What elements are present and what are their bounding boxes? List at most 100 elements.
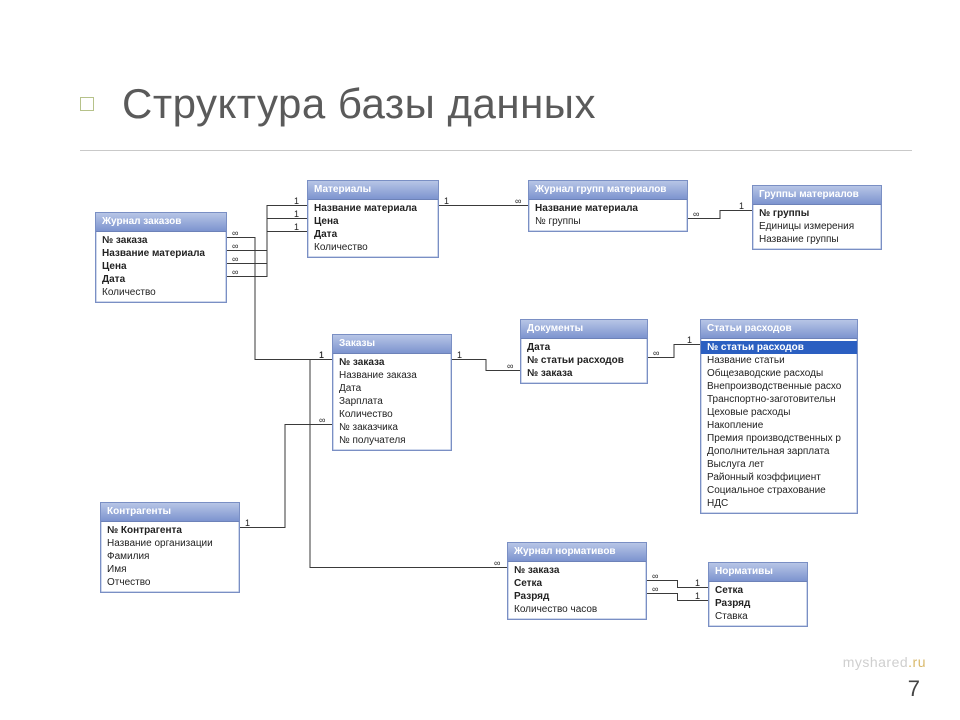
entity-body: № группыЕдиницы измеренияНазвание группы <box>753 205 881 249</box>
edge-label: ∞ <box>319 415 325 425</box>
edge-label: ∞ <box>515 196 521 206</box>
entity-field: Отчество <box>101 576 239 589</box>
entity-field: Внепроизводственные расхо <box>701 380 857 393</box>
entity-field: Премия производственных р <box>701 432 857 445</box>
title-rule <box>80 150 912 151</box>
entity-gruppy: Группы материалов№ группыЕдиницы измерен… <box>752 185 882 250</box>
entity-body: № заказаНазвание материалаЦенаДатаКоличе… <box>96 232 226 302</box>
entity-header: Нормативы <box>709 563 807 582</box>
entity-field: № заказа <box>96 234 226 247</box>
entity-field: Дополнительная зарплата <box>701 445 857 458</box>
entity-field: Цена <box>308 215 438 228</box>
entity-body: Дата№ статьи расходов№ заказа <box>521 339 647 383</box>
entity-field: Дата <box>521 341 647 354</box>
entity-body: СеткаРазрядСтавка <box>709 582 807 626</box>
slide-title-row: Структура базы данных <box>80 80 900 128</box>
entity-normativy: НормативыСеткаРазрядСтавка <box>708 562 808 627</box>
entity-field: № группы <box>753 207 881 220</box>
entity-field: № статьи расходов <box>701 341 857 354</box>
entity-field: Единицы измерения <box>753 220 881 233</box>
entity-body: Название материалаЦенаДатаКоличество <box>308 200 438 257</box>
edge-label: ∞ <box>494 558 500 568</box>
entity-field: Накопление <box>701 419 857 432</box>
entity-header: Контрагенты <box>101 503 239 522</box>
edge-label: ∞ <box>652 584 658 594</box>
entity-field: Сетка <box>709 584 807 597</box>
entity-field: № заказа <box>508 564 646 577</box>
edge-label: ∞ <box>232 254 238 264</box>
entity-field: Название группы <box>753 233 881 246</box>
entity-materialy: МатериалыНазвание материалаЦенаДатаКолич… <box>307 180 439 258</box>
edge-label: 1 <box>294 209 299 219</box>
entity-body: № статьи расходовНазвание статьиОбщезаво… <box>701 339 857 513</box>
entity-field: Количество <box>308 241 438 254</box>
entity-field: Количество часов <box>508 603 646 616</box>
entity-body: № заказаСеткаРазрядКоличество часов <box>508 562 646 619</box>
edge-label: ∞ <box>507 361 513 371</box>
entity-field: Социальное страхование <box>701 484 857 497</box>
entity-zhurnal_zakazov: Журнал заказов№ заказаНазвание материала… <box>95 212 227 303</box>
edge-label: ∞ <box>232 228 238 238</box>
relationship-edge <box>227 232 307 277</box>
entity-header: Журнал нормативов <box>508 543 646 562</box>
entity-field: № заказа <box>521 367 647 380</box>
entity-field: Название материала <box>529 202 687 215</box>
title-bullet <box>80 97 94 111</box>
entity-header: Статьи расходов <box>701 320 857 339</box>
entity-body: № КонтрагентаНазвание организацииФамилия… <box>101 522 239 592</box>
entity-body: № заказаНазвание заказаДатаЗарплатаКолич… <box>333 354 451 450</box>
entity-field: Сетка <box>508 577 646 590</box>
entity-zakazy: Заказы№ заказаНазвание заказаДатаЗарплат… <box>332 334 452 451</box>
er-diagram: Журнал заказов№ заказаНазвание материала… <box>0 172 960 672</box>
entity-field: Дата <box>333 382 451 395</box>
entity-field: Дата <box>96 273 226 286</box>
edge-label: ∞ <box>232 241 238 251</box>
entity-field: № группы <box>529 215 687 228</box>
entity-field: Название заказа <box>333 369 451 382</box>
entity-field: № заказа <box>333 356 451 369</box>
page-number: 7 <box>908 676 920 702</box>
entity-field: Дата <box>308 228 438 241</box>
entity-field: Выслуга лет <box>701 458 857 471</box>
edge-label: ∞ <box>693 209 699 219</box>
entity-field: Название материала <box>308 202 438 215</box>
entity-field: Фамилия <box>101 550 239 563</box>
relationship-edge <box>240 425 332 528</box>
entity-kontragenty: Контрагенты№ КонтрагентаНазвание организ… <box>100 502 240 593</box>
entity-zhurnal_norm: Журнал нормативов№ заказаСеткаРазрядКоли… <box>507 542 647 620</box>
entity-field: Зарплата <box>333 395 451 408</box>
entity-field: Имя <box>101 563 239 576</box>
edge-label: 1 <box>294 222 299 232</box>
entity-field: Название организации <box>101 537 239 550</box>
entity-field: № получателя <box>333 434 451 447</box>
edge-label: ∞ <box>653 348 659 358</box>
entity-header: Заказы <box>333 335 451 354</box>
entity-field: Количество <box>96 286 226 299</box>
entity-field: Цена <box>96 260 226 273</box>
edge-label: 1 <box>695 591 700 601</box>
entity-field: Разряд <box>508 590 646 603</box>
entity-field: НДС <box>701 497 857 510</box>
entity-field: № Контрагента <box>101 524 239 537</box>
entity-field: Ставка <box>709 610 807 623</box>
entity-header: Группы материалов <box>753 186 881 205</box>
entity-field: Цеховые расходы <box>701 406 857 419</box>
edge-label: ∞ <box>652 571 658 581</box>
entity-field: Общезаводские расходы <box>701 367 857 380</box>
entity-stati: Статьи расходов№ статьи расходовНазвание… <box>700 319 858 514</box>
edge-label: 1 <box>457 350 462 360</box>
entity-field: Районный коэффициент <box>701 471 857 484</box>
entity-header: Материалы <box>308 181 438 200</box>
entity-header: Журнал заказов <box>96 213 226 232</box>
watermark: myshared.ru <box>843 654 926 670</box>
edge-label: 1 <box>739 201 744 211</box>
entity-header: Журнал групп материалов <box>529 181 687 200</box>
entity-zhurnal_grupp: Журнал групп материаловНазвание материал… <box>528 180 688 232</box>
edge-label: 1 <box>245 518 250 528</box>
edge-label: 1 <box>695 578 700 588</box>
entity-body: Название материала№ группы <box>529 200 687 231</box>
entity-field: № статьи расходов <box>521 354 647 367</box>
entity-field: Транспортно-заготовительн <box>701 393 857 406</box>
entity-dokumenty: ДокументыДата№ статьи расходов№ заказа <box>520 319 648 384</box>
edge-label: 1 <box>444 196 449 206</box>
